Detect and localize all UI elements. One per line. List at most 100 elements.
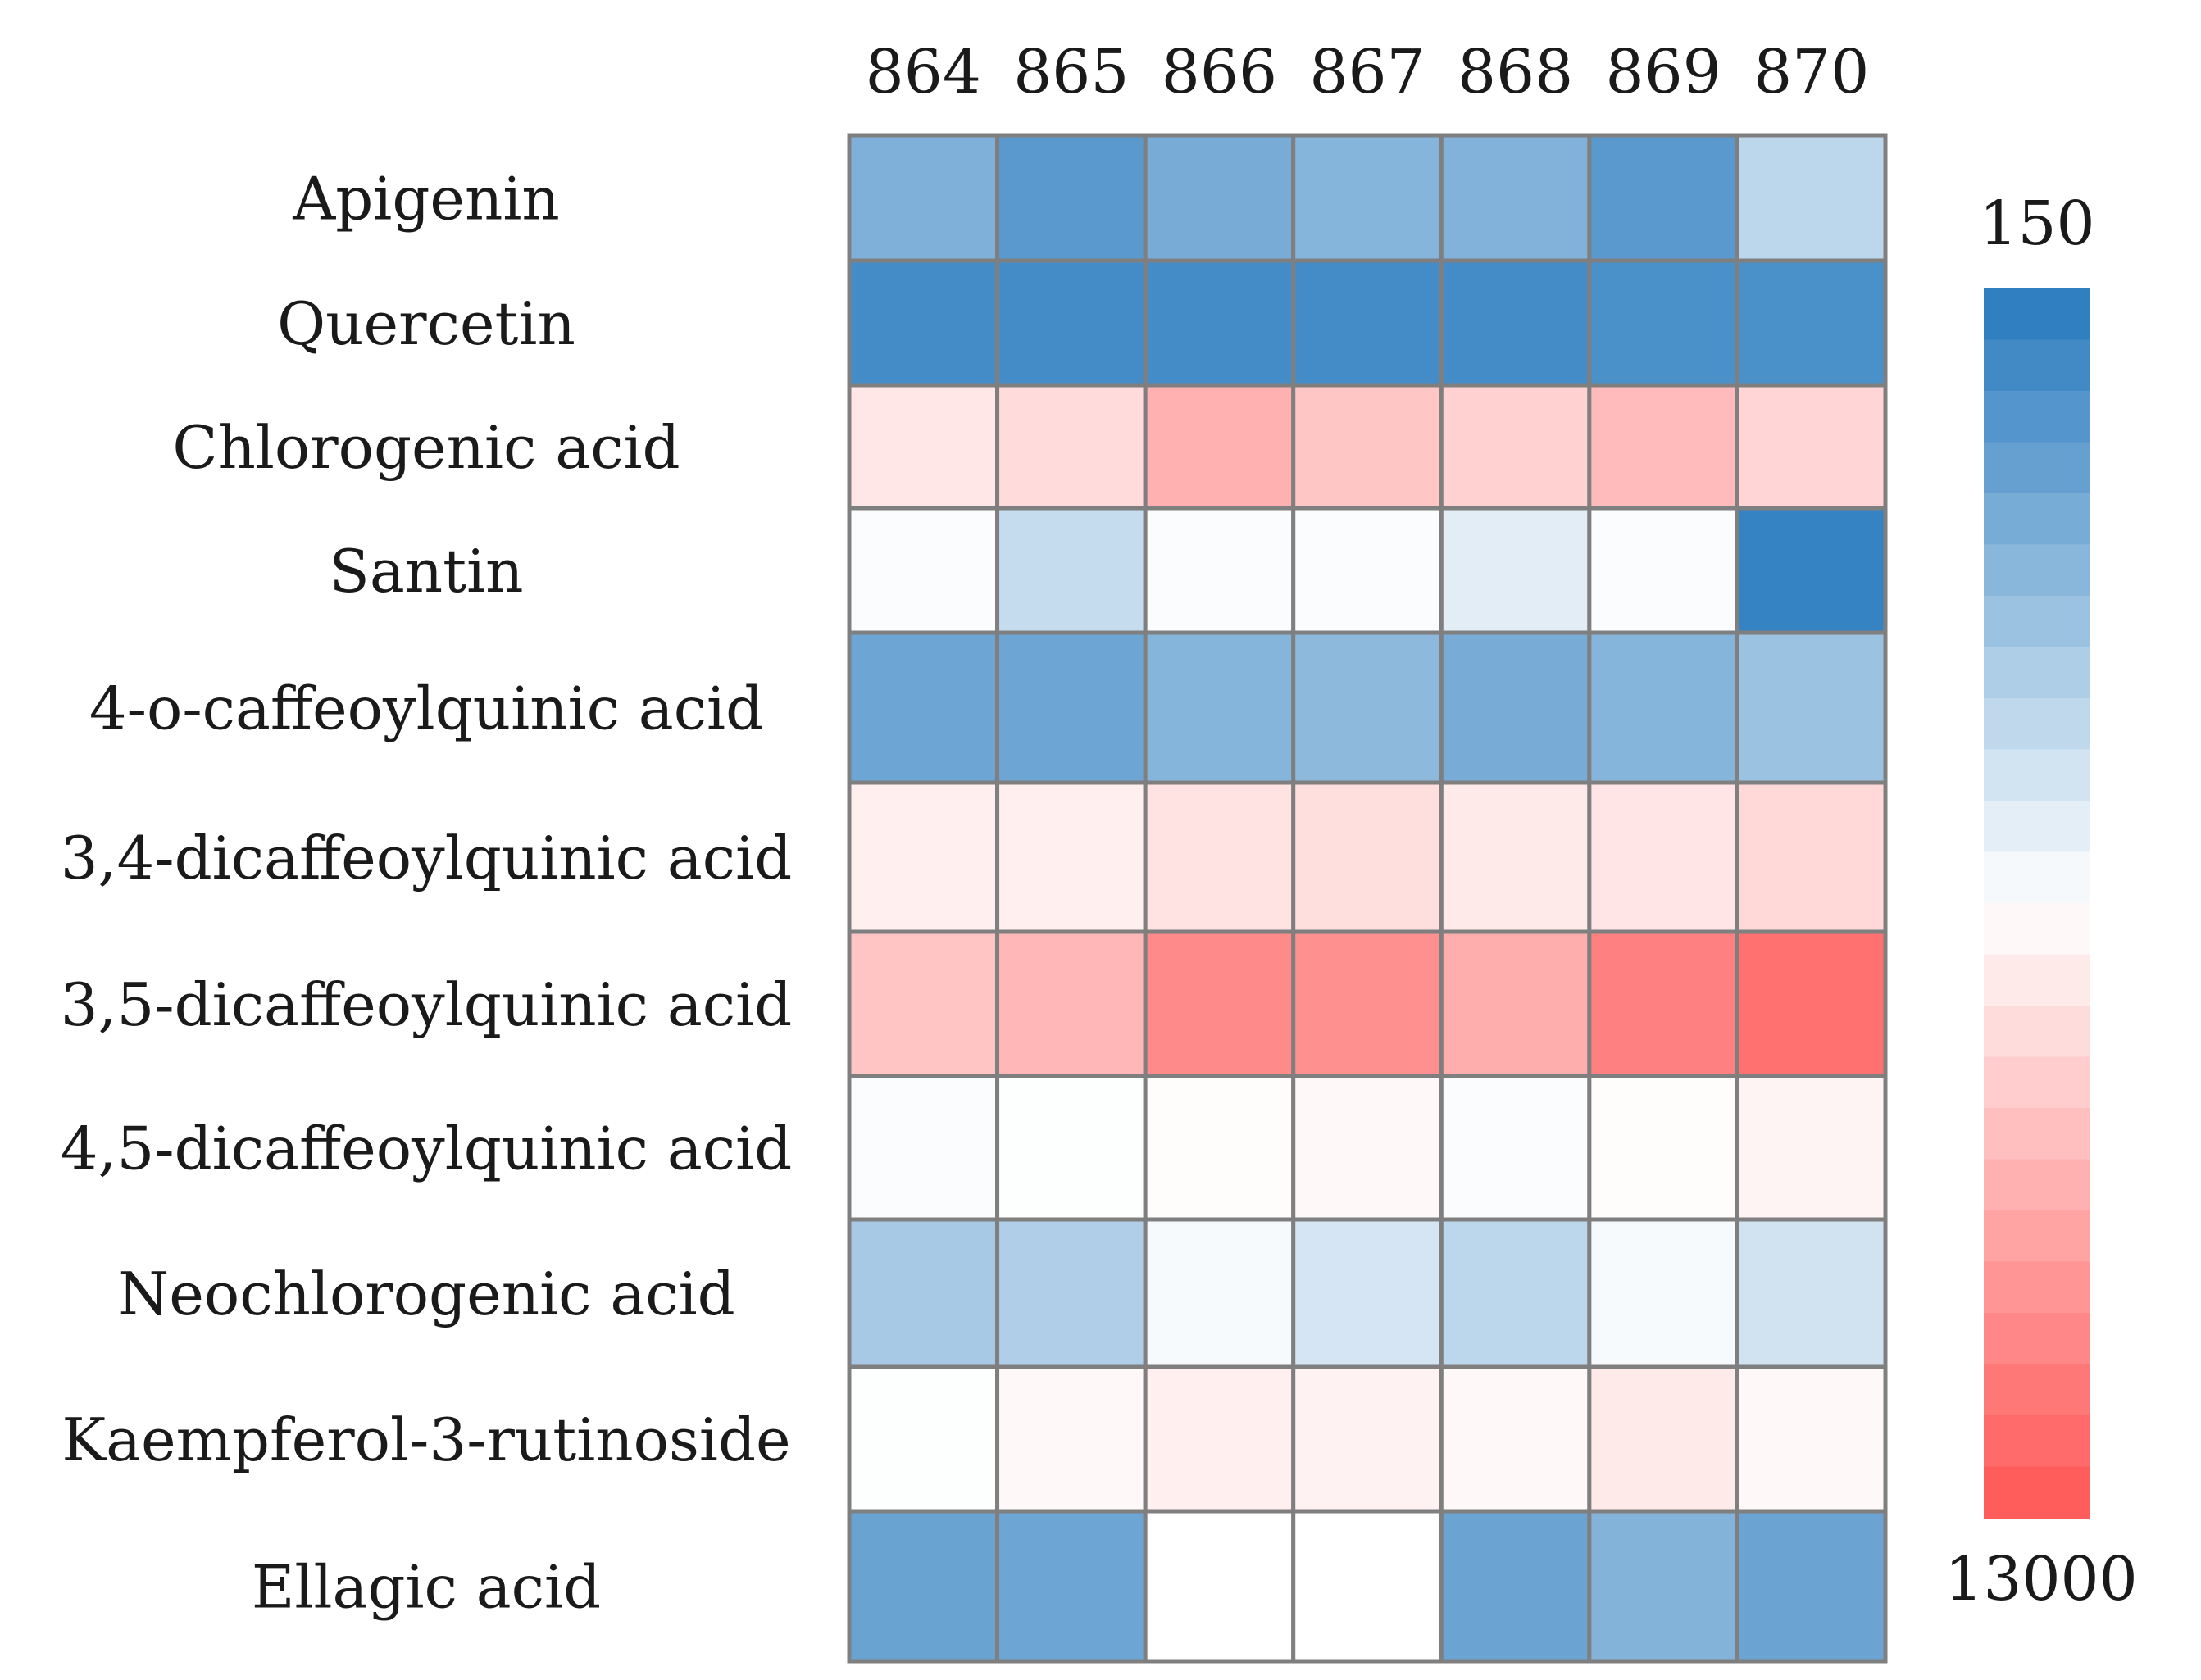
heatmap-cell bbox=[1291, 133, 1444, 263]
heatmap-cell bbox=[995, 780, 1148, 934]
heatmap-cell bbox=[1587, 780, 1739, 934]
heatmap-cell bbox=[995, 383, 1148, 511]
heatmap-cell bbox=[847, 1217, 1000, 1369]
heatmap-cell bbox=[1439, 630, 1592, 785]
heatmap-cell bbox=[1439, 929, 1592, 1078]
heatmap-cell bbox=[1291, 1509, 1444, 1664]
heatmap-cell bbox=[847, 258, 1000, 388]
heatmap-cell bbox=[1735, 1364, 1888, 1514]
heatmap-cell bbox=[1143, 780, 1296, 934]
row-label: Santin bbox=[330, 537, 524, 606]
heatmap-cell bbox=[1143, 630, 1296, 785]
heatmap-cell bbox=[1291, 1217, 1444, 1369]
heatmap-cell bbox=[847, 1074, 1000, 1222]
heatmap-cell bbox=[1291, 258, 1444, 388]
row-label: 3,4-dicaffeoylquinic acid bbox=[61, 824, 792, 892]
colorbar-step bbox=[1984, 1466, 2090, 1519]
heatmap-cell bbox=[1587, 1364, 1739, 1514]
heatmap-cell bbox=[1291, 383, 1444, 511]
colorbar-step bbox=[1984, 801, 2090, 853]
heatmap-cell bbox=[847, 1509, 1000, 1664]
row-label: Kaempferol-3-rutinoside bbox=[61, 1405, 790, 1474]
heatmap-cell bbox=[1735, 1509, 1888, 1664]
heatmap-cell bbox=[1735, 258, 1888, 388]
row-label: 3,5-dicaffeoylquinic acid bbox=[61, 970, 792, 1039]
heatmap-cell bbox=[1291, 1074, 1444, 1222]
colorbar-step bbox=[1984, 647, 2090, 699]
heatmap-cell bbox=[1587, 1509, 1739, 1664]
heatmap-cell bbox=[1143, 133, 1296, 263]
column-label: 867 bbox=[1309, 37, 1425, 107]
heatmap-cell bbox=[995, 506, 1148, 635]
heatmap-cell bbox=[1735, 780, 1888, 934]
colorbar: 150 13000 bbox=[1944, 188, 2137, 1614]
colorbar-step bbox=[1984, 1056, 2090, 1109]
colorbar-step bbox=[1984, 698, 2090, 751]
colorbar-step bbox=[1984, 493, 2090, 546]
heatmap-cell bbox=[995, 630, 1148, 785]
heatmap-cell bbox=[1143, 1217, 1296, 1369]
heatmap-cell bbox=[847, 133, 1000, 263]
colorbar-step bbox=[1984, 1364, 2090, 1416]
heatmap-cell bbox=[1291, 780, 1444, 934]
heatmap-cell bbox=[847, 1364, 1000, 1514]
heatmap-cell bbox=[1587, 258, 1739, 388]
heatmap-cell bbox=[847, 630, 1000, 785]
heatmap-cell bbox=[847, 383, 1000, 511]
heatmap-cell bbox=[995, 929, 1148, 1078]
colorbar-step bbox=[1984, 442, 2090, 494]
heatmap-cell bbox=[1587, 1217, 1739, 1369]
heatmap-cell bbox=[995, 1074, 1148, 1222]
colorbar-step bbox=[1984, 1006, 2090, 1058]
heatmap-cell bbox=[1735, 133, 1888, 263]
heatmap-cell bbox=[1439, 258, 1592, 388]
heatmap-cell bbox=[1439, 506, 1592, 635]
row-label: Quercetin bbox=[277, 289, 575, 358]
heatmap-cell bbox=[1587, 506, 1739, 635]
colorbar-step bbox=[1984, 903, 2090, 956]
heatmap-cell bbox=[995, 258, 1148, 388]
heatmap-cell bbox=[1439, 780, 1592, 934]
colorbar-step bbox=[1984, 339, 2090, 392]
heatmap-cells bbox=[847, 133, 1888, 1664]
heatmap-cell bbox=[1291, 630, 1444, 785]
colorbar-step bbox=[1984, 1313, 2090, 1365]
heatmap-cell bbox=[1143, 258, 1296, 388]
column-label: 865 bbox=[1013, 37, 1129, 107]
colorbar-step bbox=[1984, 288, 2090, 341]
heatmap-cell bbox=[1439, 133, 1592, 263]
column-label: 868 bbox=[1457, 37, 1573, 107]
heatmap-cell bbox=[847, 929, 1000, 1078]
colorbar-step bbox=[1984, 1415, 2090, 1468]
heatmap-cell bbox=[1439, 1364, 1592, 1514]
row-label: Neochlorogenic acid bbox=[117, 1260, 734, 1328]
colorbar-step bbox=[1984, 1261, 2090, 1314]
heatmap-cell bbox=[1735, 630, 1888, 785]
heatmap-cell bbox=[1439, 1217, 1592, 1369]
row-labels: Apigenin Quercetin Chlorogenic acid Santin 4… bbox=[61, 165, 792, 1622]
column-labels: 864 865 866 867 868 869 870 bbox=[866, 37, 1870, 107]
row-label: Ellagic acid bbox=[252, 1553, 601, 1622]
column-label: 864 bbox=[866, 37, 981, 107]
heatmap-cell bbox=[995, 1509, 1148, 1664]
heatmap-cell bbox=[1439, 1509, 1592, 1664]
column-label: 870 bbox=[1753, 37, 1869, 107]
heatmap-cell bbox=[1291, 929, 1444, 1078]
heatmap-cell bbox=[995, 133, 1148, 263]
heatmap-cell bbox=[847, 506, 1000, 635]
colorbar-step bbox=[1984, 954, 2090, 1006]
colorbar-step bbox=[1984, 851, 2090, 904]
heatmap-cell bbox=[1587, 1074, 1739, 1222]
heatmap-cell bbox=[1143, 1364, 1296, 1514]
colorbar-step bbox=[1984, 544, 2090, 597]
row-label: 4,5-dicaffeoylquinic acid bbox=[61, 1115, 792, 1183]
colorbar-step bbox=[1984, 1210, 2090, 1263]
heatmap-cell bbox=[1735, 506, 1888, 635]
heatmap-cell bbox=[1587, 133, 1739, 263]
heatmap-cell bbox=[1735, 1074, 1888, 1222]
heatmap-cell bbox=[1587, 383, 1739, 511]
colorbar-step bbox=[1984, 596, 2090, 648]
row-label: 4-o-caffeoylquinic acid bbox=[89, 674, 763, 743]
heatmap-cell bbox=[1587, 929, 1739, 1078]
